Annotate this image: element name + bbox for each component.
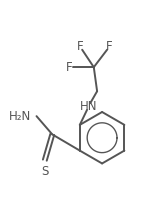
Text: H₂N: H₂N	[8, 110, 31, 123]
Text: F: F	[105, 40, 112, 53]
Text: S: S	[41, 165, 48, 178]
Text: HN: HN	[80, 100, 98, 113]
Text: F: F	[66, 61, 72, 74]
Text: F: F	[77, 40, 84, 53]
